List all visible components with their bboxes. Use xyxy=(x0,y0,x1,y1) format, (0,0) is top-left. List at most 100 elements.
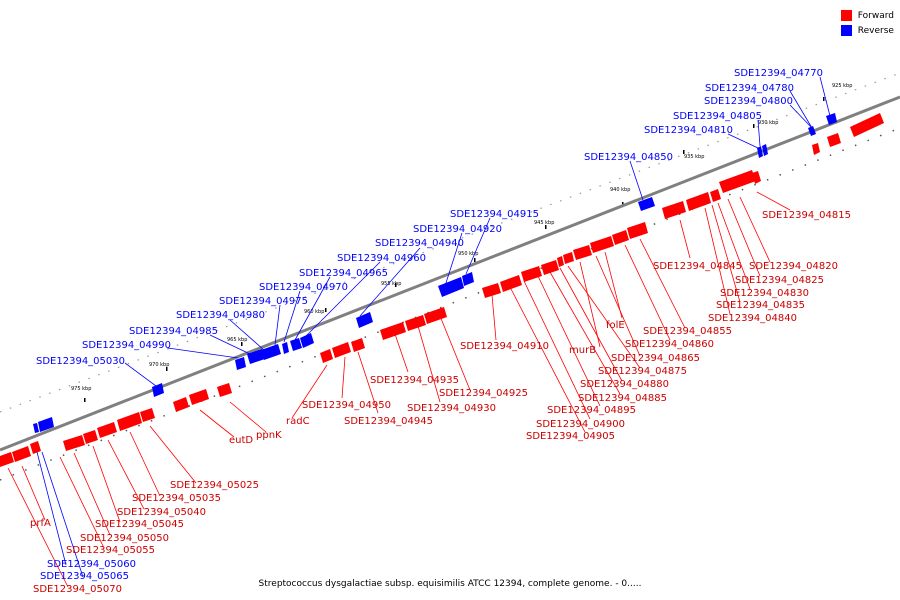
gene-feature[interactable] xyxy=(850,113,884,137)
gene-label[interactable]: ppnK xyxy=(256,430,282,441)
gene-feature[interactable] xyxy=(235,357,246,370)
gene-feature[interactable] xyxy=(462,272,474,286)
gene-feature[interactable] xyxy=(152,383,164,397)
gene-label[interactable]: SDE12394_04810 xyxy=(644,125,733,136)
gene-feature[interactable] xyxy=(662,201,686,219)
gene-label[interactable]: SDE12394_04860 xyxy=(625,339,714,350)
gene-label[interactable]: SDE12394_04965 xyxy=(299,268,388,279)
gene-feature[interactable] xyxy=(356,312,373,328)
gene-label[interactable]: SDE12394_04830 xyxy=(720,288,809,299)
gene-label[interactable]: SDE12394_05065 xyxy=(40,571,129,582)
gene-label[interactable]: SDE12394_04880 xyxy=(580,379,669,390)
gene-label[interactable]: SDE12394_04985 xyxy=(129,326,218,337)
gene-feature[interactable] xyxy=(710,189,721,202)
gene-feature[interactable] xyxy=(247,349,265,364)
gene-label[interactable]: SDE12394_04850 xyxy=(584,152,673,163)
gene-feature[interactable] xyxy=(482,283,501,298)
gene-feature[interactable] xyxy=(627,222,648,239)
gene-label[interactable]: SDE12394_04815 xyxy=(762,210,851,221)
gene-feature[interactable] xyxy=(83,430,98,444)
gene-label[interactable]: SDE12394_04780 xyxy=(705,83,794,94)
gene-feature[interactable] xyxy=(217,383,232,397)
gene-feature[interactable] xyxy=(117,412,142,431)
gene-label[interactable]: SDE12394_04980 xyxy=(176,310,265,321)
gene-label[interactable]: SDE12394_04820 xyxy=(749,261,838,272)
gene-feature[interactable] xyxy=(351,338,365,352)
gene-feature[interactable] xyxy=(140,408,155,422)
gene-feature[interactable] xyxy=(808,126,816,136)
gene-label[interactable]: SDE12394_04875 xyxy=(598,366,687,377)
gene-label[interactable]: SDE12394_04920 xyxy=(413,224,502,235)
gene-feature[interactable] xyxy=(590,236,614,253)
gene-label[interactable]: SDE12394_04990 xyxy=(82,340,171,351)
gene-label[interactable]: SDE12394_05055 xyxy=(66,545,155,556)
gene-label[interactable]: SDE12394_04905 xyxy=(526,431,615,442)
gene-label[interactable]: SDE12394_04950 xyxy=(302,400,391,411)
gene-feature[interactable] xyxy=(541,260,559,275)
gene-label[interactable]: SDE12394_05025 xyxy=(170,480,259,491)
gene-label[interactable]: prfA xyxy=(30,518,51,529)
gene-feature[interactable] xyxy=(563,252,574,264)
gene-label[interactable]: SDE12394_05040 xyxy=(117,507,206,518)
gene-label[interactable]: SDE12394_04825 xyxy=(735,275,824,286)
gene-label[interactable]: SDE12394_05030 xyxy=(36,356,125,367)
gene-feature[interactable] xyxy=(752,171,761,184)
gene-label[interactable]: SDE12394_04770 xyxy=(734,68,823,79)
gene-label[interactable]: radC xyxy=(286,416,310,427)
gene-label[interactable]: SDE12394_05035 xyxy=(132,493,221,504)
gene-label[interactable]: murB xyxy=(569,345,596,356)
gene-feature[interactable] xyxy=(12,446,31,462)
gene-feature[interactable] xyxy=(282,342,289,354)
gene-feature[interactable] xyxy=(63,435,85,451)
gene-label[interactable]: SDE12394_04865 xyxy=(611,353,700,364)
gene-label[interactable]: SDE12394_04970 xyxy=(259,282,348,293)
gene-feature[interactable] xyxy=(762,144,768,156)
gene-label[interactable]: SDE12394_04910 xyxy=(460,341,549,352)
gene-feature[interactable] xyxy=(189,389,209,405)
gene-label[interactable]: SDE12394_04805 xyxy=(673,111,762,122)
gene-label[interactable]: SDE12394_04945 xyxy=(344,416,433,427)
gene-feature[interactable] xyxy=(97,422,117,438)
gene-feature[interactable] xyxy=(173,397,189,412)
gene-label[interactable]: SDE12394_04915 xyxy=(450,209,539,220)
gene-label[interactable]: SDE12394_04975 xyxy=(219,296,308,307)
gene-label[interactable]: SDE12394_04800 xyxy=(704,96,793,107)
gene-feature[interactable] xyxy=(380,322,406,340)
gene-label[interactable]: SDE12394_04900 xyxy=(536,419,625,430)
gene-feature[interactable] xyxy=(30,441,41,454)
gene-label[interactable]: SDE12394_04960 xyxy=(337,253,426,264)
gene-label[interactable]: SDE12394_04845 xyxy=(653,261,742,272)
gene-feature[interactable] xyxy=(33,423,39,433)
gene-label[interactable]: SDE12394_04925 xyxy=(439,388,528,399)
gene-label[interactable]: SDE12394_04930 xyxy=(407,403,496,414)
gene-feature[interactable] xyxy=(38,417,54,432)
gene-feature[interactable] xyxy=(438,277,464,297)
gene-feature[interactable] xyxy=(424,307,447,324)
gene-label[interactable]: SDE12394_04935 xyxy=(370,375,459,386)
gene-label[interactable]: SDE12394_05050 xyxy=(80,533,169,544)
gene-feature[interactable] xyxy=(557,256,564,267)
gene-feature[interactable] xyxy=(332,342,351,358)
gene-label[interactable]: SDE12394_04835 xyxy=(716,300,805,311)
gene-feature[interactable] xyxy=(638,197,655,211)
gene-feature[interactable] xyxy=(290,338,302,351)
gene-feature[interactable] xyxy=(300,333,314,348)
gene-label[interactable]: SDE12394_05060 xyxy=(47,559,136,570)
gene-feature[interactable] xyxy=(826,113,837,125)
gene-feature[interactable] xyxy=(261,344,281,360)
gene-label[interactable]: SDE12394_04895 xyxy=(547,405,636,416)
gene-feature[interactable] xyxy=(686,192,711,211)
gene-label[interactable]: SDE12394_04840 xyxy=(708,313,797,324)
gene-feature[interactable] xyxy=(719,170,756,193)
gene-feature[interactable] xyxy=(0,452,14,467)
gene-feature[interactable] xyxy=(521,266,542,282)
gene-feature[interactable] xyxy=(757,146,763,158)
gene-label[interactable]: SDE12394_05070 xyxy=(33,584,122,595)
gene-feature[interactable] xyxy=(573,245,592,260)
gene-label[interactable]: SDE12394_04885 xyxy=(578,393,667,404)
gene-label[interactable]: SDE12394_05045 xyxy=(95,519,184,530)
gene-feature[interactable] xyxy=(320,349,333,363)
gene-label[interactable]: eutD xyxy=(229,435,253,446)
gene-label[interactable]: SDE12394_04940 xyxy=(375,238,464,249)
gene-feature[interactable] xyxy=(612,230,629,245)
